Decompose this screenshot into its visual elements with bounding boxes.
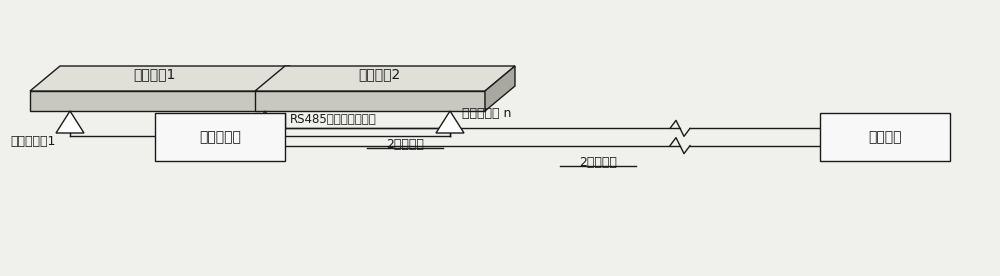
Text: 数字传感器 n: 数字传感器 n bbox=[462, 107, 511, 120]
Polygon shape bbox=[30, 66, 290, 91]
Text: 数字传感器1: 数字传感器1 bbox=[10, 135, 55, 148]
Polygon shape bbox=[436, 111, 464, 133]
Text: 秤体模块1: 秤体模块1 bbox=[133, 68, 175, 81]
Polygon shape bbox=[30, 91, 260, 111]
Polygon shape bbox=[485, 66, 515, 111]
Polygon shape bbox=[56, 111, 84, 133]
Text: 2芯数据线: 2芯数据线 bbox=[386, 138, 424, 151]
Text: 秤体模块2: 秤体模块2 bbox=[358, 68, 400, 81]
Text: 数字接线盒: 数字接线盒 bbox=[199, 130, 241, 144]
Polygon shape bbox=[255, 91, 485, 111]
Bar bbox=[820, 113, 950, 161]
Text: 2芯电源线: 2芯电源线 bbox=[579, 156, 617, 169]
Polygon shape bbox=[260, 66, 290, 111]
Polygon shape bbox=[255, 66, 515, 91]
Text: 操控仪表: 操控仪表 bbox=[868, 130, 902, 144]
Bar bbox=[155, 113, 285, 161]
Text: RS485通讯线及电源线: RS485通讯线及电源线 bbox=[290, 113, 377, 126]
Polygon shape bbox=[251, 111, 279, 133]
